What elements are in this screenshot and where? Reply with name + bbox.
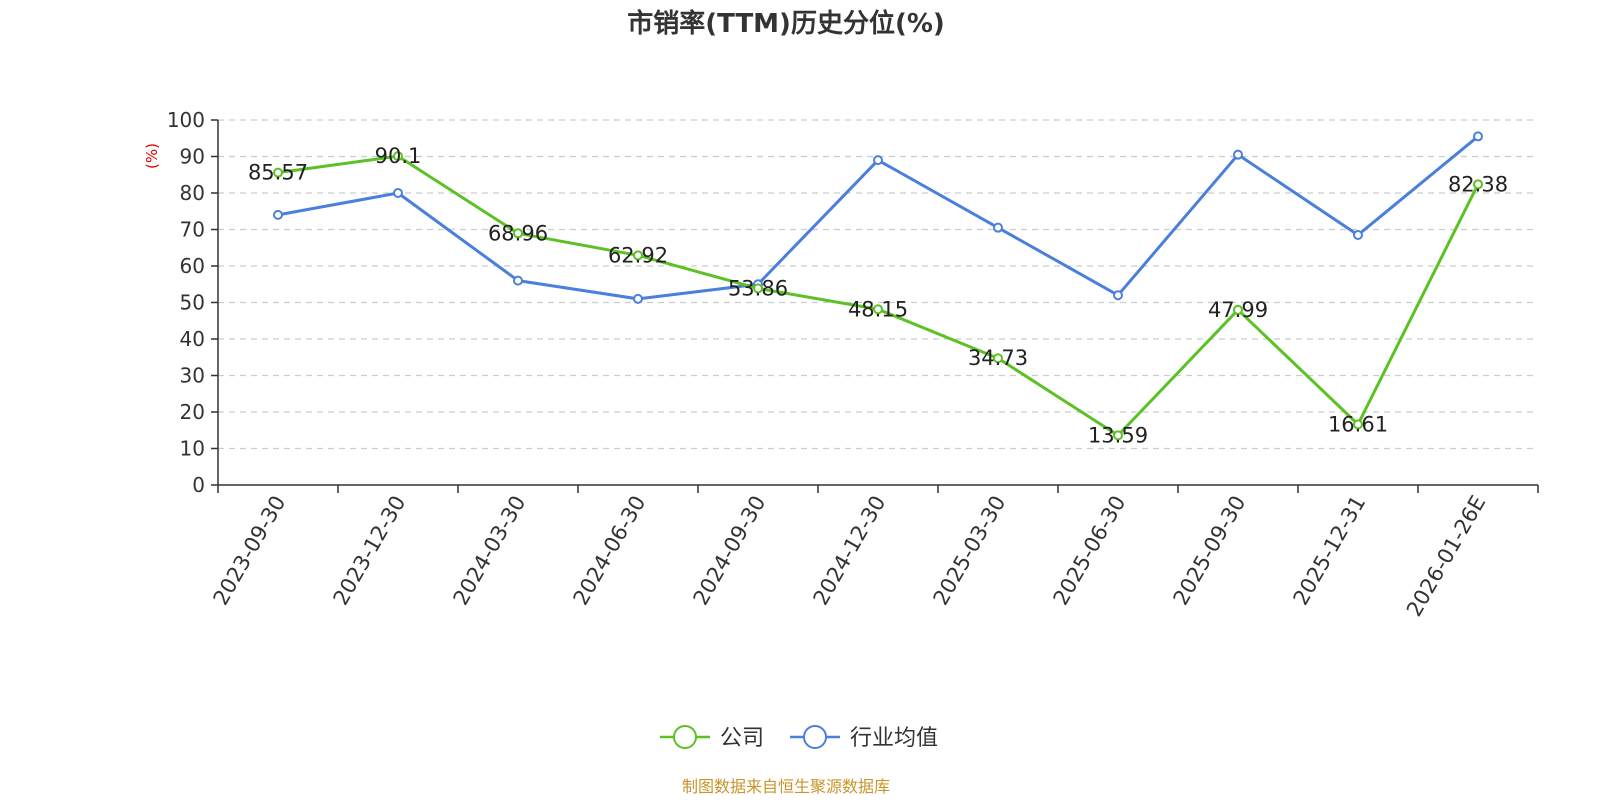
data-point <box>393 151 403 162</box>
x-tick-label: 2025-03-30 <box>929 492 1011 610</box>
data-label: 82.38 <box>1448 172 1508 196</box>
legend-item-0: 公司 <box>660 725 764 751</box>
x-tick-label: 2024-03-30 <box>449 492 531 610</box>
legend-swatch-marker <box>673 725 697 749</box>
data-label: 13.59 <box>1088 423 1148 447</box>
data-point <box>633 293 643 304</box>
data-point <box>873 155 883 166</box>
data-point <box>1233 304 1243 315</box>
data-point <box>1353 229 1363 240</box>
x-tick-label: 2023-12-30 <box>329 492 411 610</box>
data-point <box>1473 131 1483 142</box>
data-point <box>1353 419 1363 430</box>
legend-label: 公司 <box>720 726 764 751</box>
data-point <box>513 275 523 286</box>
y-tick-label: 40 <box>180 327 205 351</box>
x-tick-label: 2025-06-30 <box>1049 492 1131 610</box>
legend-label: 行业均值 <box>850 726 938 751</box>
legend-swatch-marker <box>803 725 827 749</box>
legend: 公司 行业均值 <box>660 725 938 751</box>
data-labels: 85.57 90.1 68.96 62.92 53.86 48.15 34.73 13.59 4… <box>248 144 1508 447</box>
x-tick-label: 2024-06-30 <box>569 492 651 610</box>
data-point <box>993 353 1003 364</box>
x-tick-label: 2024-12-30 <box>809 492 891 610</box>
data-point <box>1233 149 1243 160</box>
y-tick-label: 80 <box>180 181 205 205</box>
x-tick-label: 2025-12-31 <box>1289 492 1371 610</box>
data-label: 68.96 <box>488 221 548 245</box>
source-note: 制图数据来自恒生聚源数据库 <box>682 777 890 796</box>
x-tick-label: 2026-01-26E <box>1402 492 1490 621</box>
data-label: 62.92 <box>608 243 668 267</box>
y-tick-label: 50 <box>180 291 205 315</box>
data-point <box>993 222 1003 233</box>
data-point <box>1113 430 1123 441</box>
data-label: 53.86 <box>728 276 788 300</box>
series-group <box>273 131 1483 441</box>
y-tick-label: 20 <box>180 400 205 424</box>
x-tick-label: 2024-09-30 <box>689 492 771 610</box>
y-axis-label: (%) <box>143 143 161 169</box>
data-label: 47.99 <box>1208 298 1268 322</box>
axes <box>211 119 1539 493</box>
data-point <box>633 250 643 261</box>
y-tick-label: 0 <box>192 473 205 497</box>
data-point <box>393 188 403 198</box>
y-tick-label: 100 <box>167 108 205 132</box>
y-tick-label: 30 <box>180 364 205 388</box>
x-tick-labels: 2023-09-30 2023-12-30 2024-03-30 2024-06-30… <box>209 492 1491 621</box>
data-point <box>753 283 763 294</box>
data-point <box>273 167 283 178</box>
data-label: 90.1 <box>375 144 422 168</box>
x-tick-label: 2025-09-30 <box>1169 492 1251 610</box>
y-tick-label: 60 <box>180 254 205 278</box>
y-tick-labels: 0 10 20 30 40 50 60 70 80 90 100 <box>167 108 205 497</box>
data-point <box>513 228 523 239</box>
y-tick-label: 10 <box>180 437 205 461</box>
x-tick-label: 2023-09-30 <box>209 492 291 610</box>
legend-item-1: 行业均值 <box>790 725 938 751</box>
data-point <box>273 209 283 220</box>
y-tick-label: 70 <box>180 218 205 242</box>
data-label: 48.15 <box>848 297 908 321</box>
data-label: 16.61 <box>1328 412 1388 436</box>
data-point <box>1113 290 1123 301</box>
series-line-0 <box>277 154 1480 437</box>
y-tick-label: 90 <box>180 145 205 169</box>
data-point <box>1473 179 1483 190</box>
data-label: 34.73 <box>968 346 1028 370</box>
chart-title: 市销率(TTM)历史分位(%) <box>627 8 945 39</box>
data-label: 85.57 <box>248 161 308 185</box>
data-point <box>873 304 883 315</box>
